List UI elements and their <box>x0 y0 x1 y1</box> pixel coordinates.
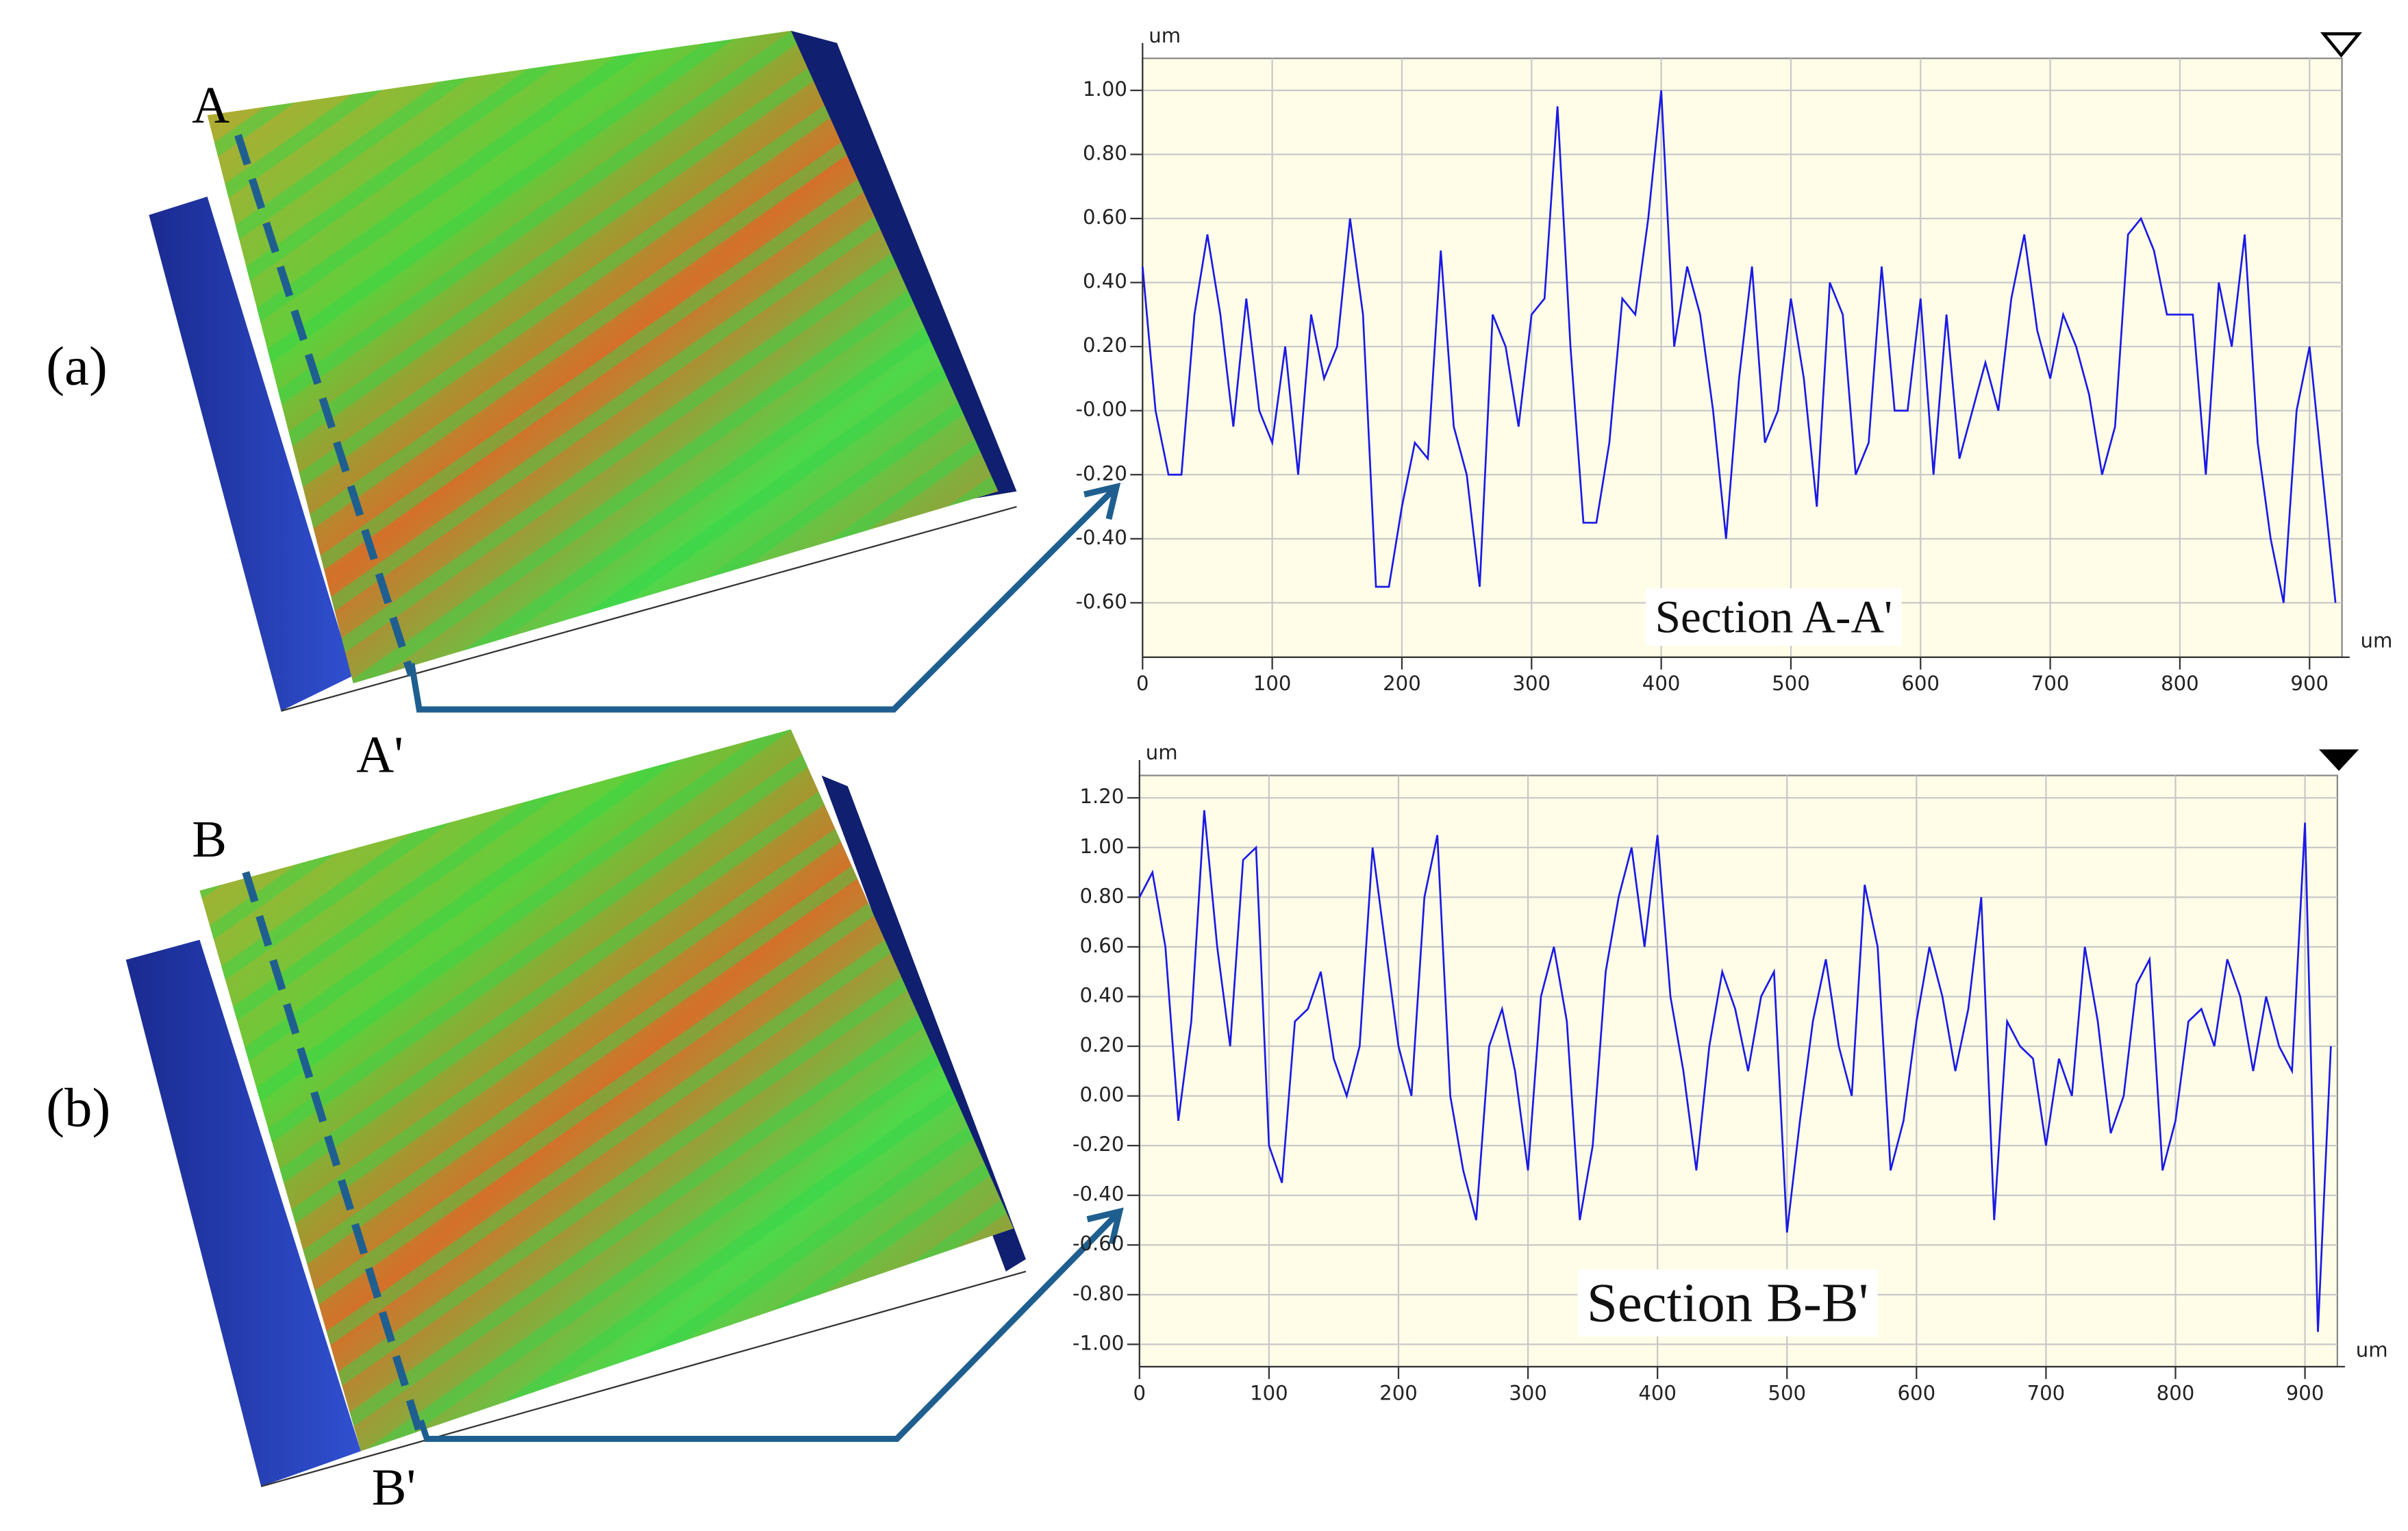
y-tick-label: -0.00 <box>1075 398 1127 421</box>
y-tick-label: 0.60 <box>1083 205 1127 229</box>
slab <box>790 30 1017 499</box>
annotation: Section A-A' <box>1655 592 1893 643</box>
slab <box>125 939 361 1486</box>
x-tick-label: 0 <box>1133 1381 1146 1404</box>
surface <box>199 729 1014 1452</box>
x-tick-label: 600 <box>1901 672 1940 695</box>
edge <box>260 1270 1027 1488</box>
x-tick-label: 300 <box>1512 672 1551 695</box>
x-tick-label: 400 <box>1638 1381 1677 1404</box>
point-label: B <box>192 811 227 868</box>
annotation: Section B-B' <box>1587 1272 1868 1333</box>
plot-area <box>1138 774 2338 1368</box>
edge <box>281 506 1017 712</box>
panel-label: (b) <box>46 1078 110 1139</box>
y-tick-label: 0.00 <box>1080 1083 1125 1106</box>
arrow-head <box>1086 1207 1124 1245</box>
section-line <box>242 871 425 1437</box>
x-tick-label: 700 <box>2031 672 2070 695</box>
y-tick-label: -0.60 <box>1075 590 1127 613</box>
y-axis-label: um <box>1146 741 1178 764</box>
x-tick-label: 300 <box>1509 1381 1547 1404</box>
y-tick-label: -0.40 <box>1073 1182 1124 1206</box>
profile-line <box>1141 90 2337 603</box>
x-tick-label: 600 <box>1898 1381 1936 1404</box>
point-label: B' <box>372 1458 416 1516</box>
section-line <box>234 134 416 677</box>
y-tick-label: 1.00 <box>1083 77 1127 101</box>
x-tick-label: 400 <box>1642 672 1681 695</box>
y-tick-label: -0.80 <box>1073 1282 1124 1305</box>
y-tick-label: -0.60 <box>1073 1232 1124 1255</box>
annotation-box <box>1577 1269 1878 1337</box>
y-tick-label: 0.20 <box>1083 333 1127 357</box>
x-tick-label: 500 <box>1768 1381 1806 1404</box>
x-tick-label: 800 <box>2161 672 2199 695</box>
y-axis-label: um <box>1149 24 1181 47</box>
y-tick-label: 0.60 <box>1080 934 1125 957</box>
y-tick-label: 1.20 <box>1080 785 1125 808</box>
y-tick-label: 0.80 <box>1080 884 1125 907</box>
panel-label: (a) <box>46 336 108 396</box>
x-tick-label: 200 <box>1379 1381 1418 1404</box>
y-tick-label: 0.40 <box>1080 983 1125 1007</box>
arrow <box>418 1211 1120 1442</box>
arrow <box>408 486 1118 713</box>
x-tick-label: 800 <box>2157 1381 2195 1404</box>
y-tick-label: 1.00 <box>1080 835 1125 858</box>
x-tick-label: 700 <box>2027 1381 2066 1404</box>
y-tick-label: -0.40 <box>1075 526 1127 549</box>
y-tick-label: -1.00 <box>1073 1331 1124 1354</box>
x-tick-label: 100 <box>1250 1381 1288 1404</box>
marker <box>2318 749 2359 771</box>
annotation-box <box>1646 588 1902 646</box>
y-tick-label: 0.40 <box>1083 270 1127 293</box>
x-tick-label: 100 <box>1253 672 1292 695</box>
x-tick-label: 900 <box>2290 672 2329 695</box>
y-tick-label: 0.20 <box>1080 1033 1125 1056</box>
y-tick-label: 0.80 <box>1083 142 1127 165</box>
profile-line <box>1138 810 2332 1332</box>
marker <box>2320 32 2362 58</box>
x-axis-label: um <box>2360 629 2392 652</box>
surface <box>207 30 999 684</box>
point-label: A <box>192 77 229 134</box>
y-tick-label: -0.20 <box>1073 1133 1124 1156</box>
x-tick-label: 0 <box>1136 672 1149 695</box>
arrow-head <box>1083 482 1121 520</box>
x-axis-label: um <box>2356 1339 2388 1362</box>
x-tick-label: 900 <box>2286 1381 2324 1404</box>
slab <box>149 197 353 711</box>
x-tick-label: 500 <box>1772 672 1810 695</box>
x-tick-label: 200 <box>1383 672 1421 695</box>
y-tick-label: -0.20 <box>1075 461 1127 485</box>
point-label: A' <box>356 726 403 784</box>
